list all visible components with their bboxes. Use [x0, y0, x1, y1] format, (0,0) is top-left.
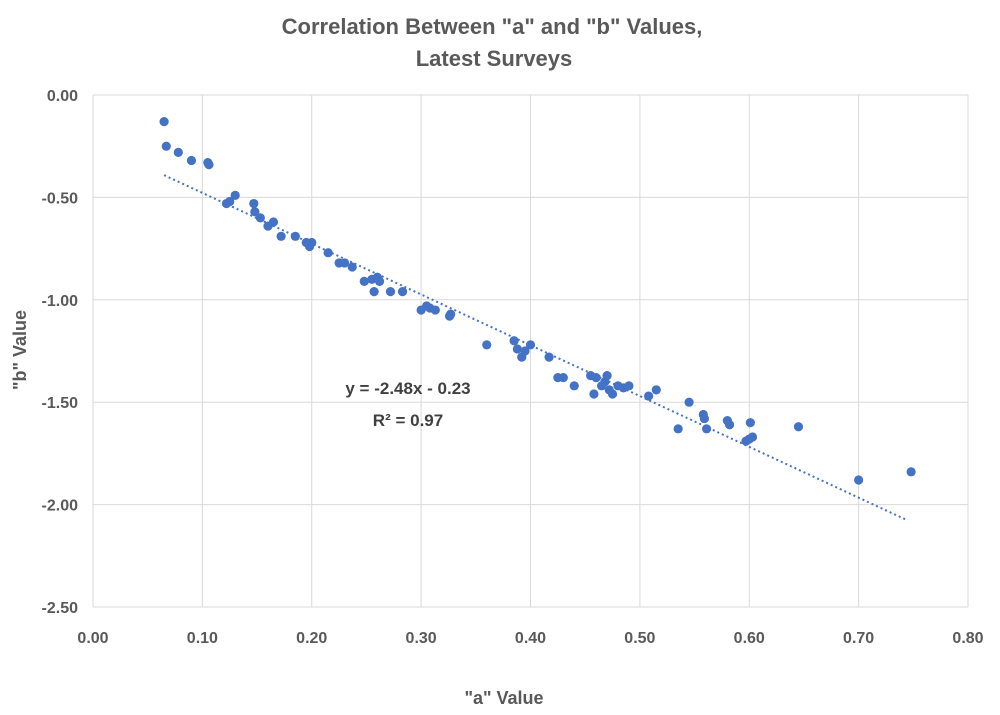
data-point: [699, 413, 710, 424]
data-point: [290, 231, 300, 241]
r-squared-label: R² = 0.97: [373, 411, 443, 430]
y-tick-label: -1.50: [42, 395, 79, 412]
chart-subtitle: Latest Surveys: [416, 46, 573, 71]
data-point: [684, 397, 694, 407]
data-point: [204, 160, 214, 170]
data-point: [673, 424, 683, 434]
x-tick-label: 0.50: [624, 630, 655, 647]
data-point: [544, 352, 554, 362]
data-point: [268, 217, 279, 227]
data-point: [249, 198, 259, 209]
y-tick-label: 0.00: [47, 88, 78, 105]
data-point: [307, 237, 317, 248]
data-point: [255, 213, 265, 223]
data-point: [173, 147, 183, 157]
data-point: [397, 287, 408, 297]
data-point: [509, 336, 519, 346]
data-point: [745, 418, 755, 428]
data-point: [359, 276, 369, 286]
data-point: [747, 432, 758, 442]
x-tick-label: 0.10: [187, 630, 218, 647]
x-axis-label: "a" Value: [464, 688, 543, 708]
data-point: [430, 305, 440, 315]
data-point: [591, 373, 601, 383]
data-point: [369, 287, 379, 297]
data-point: [446, 309, 456, 319]
data-point: [230, 190, 240, 200]
gridlines: [92, 94, 969, 608]
x-tick-label: 0.70: [843, 630, 874, 647]
data-point: [159, 117, 169, 127]
x-tick-label: 0.30: [406, 630, 437, 647]
y-tick-label: -0.50: [42, 190, 79, 207]
y-axis-label: "b" Value: [10, 310, 30, 390]
data-point: [161, 141, 171, 151]
x-tick-label: 0.40: [515, 630, 546, 647]
data-point: [525, 340, 536, 350]
data-point: [724, 420, 735, 430]
data-point: [558, 373, 568, 383]
x-tick-label: 0.60: [734, 630, 765, 647]
data-point: [651, 385, 661, 395]
data-point: [624, 381, 634, 391]
data-point: [906, 467, 916, 477]
x-axis-ticks: 0.00 0.10 0.20 0.30 0.40 0.50 0.60 0.70 0.80: [77, 630, 983, 647]
data-point: [589, 389, 599, 399]
data-point: [854, 475, 864, 485]
data-point: [385, 287, 396, 297]
y-axis-ticks: 0.00 -0.50 -1.00 -1.50 -2.00 -2.50: [42, 88, 79, 617]
data-point: [339, 258, 350, 268]
chart-title: Correlation Between "a" and "b" Values,: [282, 14, 703, 39]
data-point: [602, 370, 612, 381]
data-point: [276, 231, 286, 241]
data-point: [186, 155, 197, 166]
data-point: [607, 389, 618, 399]
data-point: [323, 248, 333, 258]
y-tick-label: -1.00: [42, 293, 79, 310]
data-point: [374, 276, 385, 286]
trendline-equation: y = -2.48x - 0.23: [345, 379, 470, 398]
y-tick-label: -2.50: [42, 600, 79, 617]
data-point: [793, 422, 804, 432]
data-point: [482, 340, 492, 350]
data-point: [701, 424, 712, 434]
data-point: [569, 381, 579, 391]
data-point: [520, 346, 530, 356]
x-tick-label: 0.80: [952, 630, 983, 647]
data-point: [347, 262, 357, 272]
data-point: [644, 391, 654, 401]
trendline: [163, 174, 909, 522]
data-point: [250, 207, 260, 217]
data-points: [159, 117, 916, 485]
y-tick-label: -2.00: [42, 498, 79, 515]
data-point: [225, 196, 235, 207]
trendline-layer: [163, 174, 909, 522]
x-tick-label: 0.00: [77, 630, 108, 647]
x-tick-label: 0.20: [296, 630, 327, 647]
data-point: [512, 344, 522, 354]
